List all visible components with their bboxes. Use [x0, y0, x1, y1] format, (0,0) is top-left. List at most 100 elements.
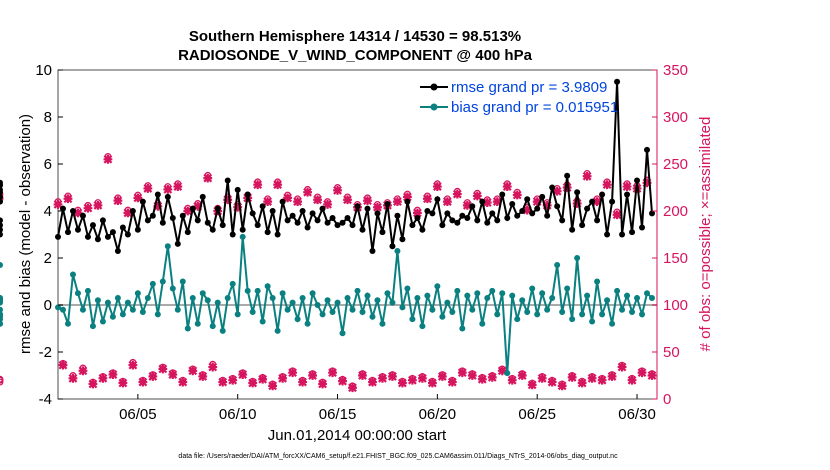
rmse-point — [274, 231, 281, 238]
bias-point — [59, 306, 66, 313]
bias-point — [329, 309, 336, 316]
bias-point — [374, 297, 381, 304]
obs-assimilated-point — [268, 381, 278, 391]
bias-point — [559, 309, 566, 316]
y2-tick-label: 150 — [663, 250, 688, 267]
obs-possible-point — [648, 370, 656, 378]
obs-possible-point — [304, 185, 312, 193]
obs-assimilated-point — [238, 370, 248, 379]
rmse-point — [464, 215, 471, 222]
y-axis-left: -4 -2 0 2 4 6 8 10 — [35, 62, 63, 408]
bias-point — [619, 306, 626, 313]
obs-assimilated-point — [467, 371, 477, 380]
bias-point — [544, 306, 551, 313]
rmse-point — [0, 179, 3, 186]
bias-point — [0, 320, 3, 327]
obs-possible-point — [433, 180, 441, 188]
rmse-point — [639, 224, 646, 231]
obs-possible-point — [493, 195, 501, 203]
obs-possible-point — [309, 370, 317, 378]
x-tick-label: 06/15 — [319, 406, 357, 423]
obs-assimilated-point — [158, 364, 168, 374]
legend-rmse-label: rmse grand pr = 3.9809 — [451, 79, 607, 96]
obs-possible-point — [189, 365, 197, 373]
obs-possible-point — [548, 376, 556, 384]
bias-point — [574, 255, 581, 261]
bias-series — [0, 233, 656, 377]
obs-assimilated-point — [368, 377, 377, 387]
bias-point — [444, 299, 451, 306]
rmse-point — [474, 217, 481, 224]
rmse-point — [144, 217, 151, 224]
obs-possible-point — [139, 376, 147, 384]
rmse-point — [64, 229, 71, 236]
rmse-point — [409, 222, 416, 229]
rmse-point — [199, 193, 206, 200]
obs-possible-point — [379, 372, 386, 380]
bias-point — [134, 290, 141, 297]
rmse-point — [499, 191, 506, 198]
obs-assimilated-point — [288, 368, 298, 378]
bias-point — [519, 297, 526, 304]
obs-possible-point — [623, 180, 631, 188]
obs-possible-point — [109, 369, 117, 377]
rmse-point — [119, 224, 126, 231]
y-axis-label: rmse and bias (model - observation) — [17, 114, 34, 354]
bias-point — [459, 325, 466, 332]
bias-point — [259, 318, 266, 325]
obs-possible-point — [448, 376, 456, 384]
rmse-point — [319, 205, 326, 212]
bias-point — [0, 262, 3, 269]
obs-assimilated-point — [427, 378, 437, 388]
rmse-point — [644, 146, 651, 153]
obs-possible-point — [149, 371, 157, 379]
bias-point — [434, 283, 441, 290]
rmse-point — [649, 210, 656, 217]
obs-possible-point — [84, 201, 92, 209]
rmse-point — [254, 222, 261, 229]
bias-point — [424, 292, 431, 299]
obs-possible-point — [369, 376, 376, 384]
rmse-point — [59, 205, 66, 212]
y2-tick-label: 100 — [663, 297, 688, 314]
rmse-point — [0, 231, 3, 238]
rmse-point — [394, 212, 401, 219]
obs-assimilated-point — [477, 374, 487, 384]
bias-point — [489, 287, 496, 294]
bias-point — [479, 320, 486, 327]
obs-assimilated-point — [328, 368, 337, 378]
bias-line — [57, 236, 653, 374]
bias-point — [99, 318, 106, 325]
obs-assimilated-point — [417, 373, 427, 383]
rmse-point — [609, 198, 616, 205]
obs-possible-point — [0, 190, 4, 198]
rmse-point — [374, 210, 381, 217]
rmse-point — [224, 177, 231, 184]
obs-possible-point — [498, 365, 506, 373]
rmse-point — [114, 247, 121, 254]
bias-point — [274, 327, 281, 334]
bias-point — [504, 370, 511, 377]
x-tick-label: 06/05 — [119, 406, 157, 423]
obs-possible-point — [558, 380, 566, 388]
bias-point — [604, 297, 611, 304]
bias-point — [629, 309, 636, 316]
bias-point — [314, 302, 321, 308]
obs-possible-point — [453, 187, 461, 195]
obs-assimilated-point — [557, 381, 567, 391]
obs-assimilated-point — [298, 377, 307, 387]
obs-possible-point — [69, 372, 77, 379]
rmse-point — [289, 212, 296, 219]
rmse-point — [389, 243, 396, 250]
rmse-point — [434, 196, 441, 203]
obs-possible-point — [264, 195, 272, 203]
rmse-point — [594, 217, 601, 224]
bias-point — [139, 309, 146, 316]
rmse-point — [469, 203, 476, 210]
obs-assimilated-point — [607, 372, 617, 381]
y-tick-label: 0 — [44, 297, 52, 314]
rmse-point — [304, 224, 311, 231]
rmse-point — [614, 78, 621, 85]
y-tick-label: 8 — [44, 109, 52, 126]
obs-possible-point — [204, 171, 212, 179]
